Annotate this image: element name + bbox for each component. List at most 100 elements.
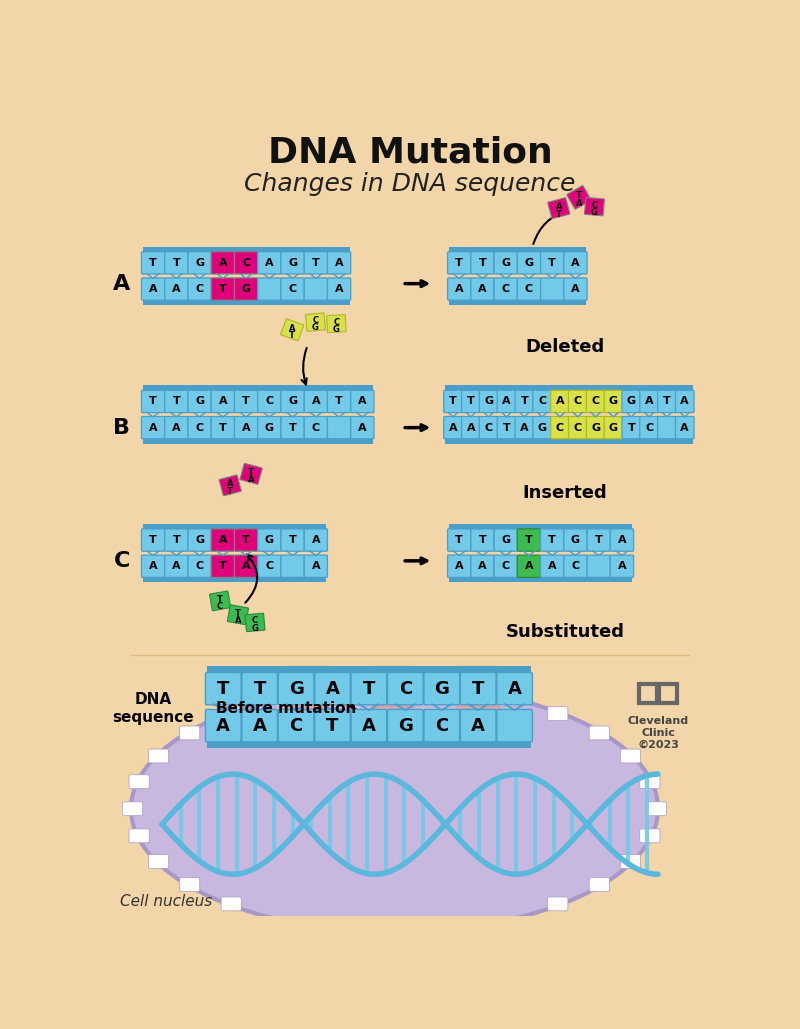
Text: C: C — [591, 396, 600, 406]
Text: T: T — [219, 423, 226, 432]
Text: G: G — [195, 396, 204, 406]
Text: A: A — [548, 561, 557, 571]
Text: C: C — [502, 284, 510, 294]
Text: C: C — [290, 716, 302, 735]
FancyBboxPatch shape — [304, 390, 327, 413]
FancyBboxPatch shape — [304, 555, 327, 577]
Text: G: G — [591, 423, 600, 432]
Text: G: G — [195, 258, 204, 268]
Text: T: T — [478, 258, 486, 268]
Text: T: T — [525, 535, 533, 545]
FancyBboxPatch shape — [211, 390, 234, 413]
FancyBboxPatch shape — [444, 390, 462, 413]
Text: C: C — [525, 284, 533, 294]
Bar — [445, 385, 693, 391]
Text: G: G — [484, 396, 494, 406]
Bar — [142, 524, 326, 530]
FancyBboxPatch shape — [387, 673, 423, 705]
FancyBboxPatch shape — [460, 709, 496, 742]
Text: Deleted: Deleted — [526, 338, 605, 356]
FancyBboxPatch shape — [658, 417, 676, 438]
Text: G: G — [609, 423, 618, 432]
Text: T: T — [663, 396, 670, 406]
FancyBboxPatch shape — [326, 683, 346, 697]
Text: C: C — [289, 284, 297, 294]
FancyBboxPatch shape — [327, 417, 350, 438]
Text: A: A — [242, 561, 250, 571]
Text: T: T — [455, 258, 463, 268]
Text: T: T — [335, 396, 343, 406]
Text: A: A — [311, 535, 320, 545]
Text: A: A — [362, 716, 376, 735]
FancyBboxPatch shape — [234, 278, 258, 300]
Text: C: C — [266, 396, 274, 406]
Text: A: A — [502, 396, 511, 406]
Text: G: G — [501, 535, 510, 545]
Text: A: A — [449, 423, 458, 432]
FancyBboxPatch shape — [350, 417, 374, 438]
FancyBboxPatch shape — [122, 802, 142, 816]
FancyBboxPatch shape — [188, 252, 211, 274]
FancyBboxPatch shape — [586, 390, 605, 413]
Text: A: A — [149, 561, 158, 571]
FancyBboxPatch shape — [548, 198, 570, 218]
Text: C: C — [574, 396, 582, 406]
Text: T: T — [219, 284, 226, 294]
FancyBboxPatch shape — [304, 278, 327, 300]
FancyBboxPatch shape — [219, 475, 242, 496]
Text: G: G — [312, 323, 319, 332]
Text: T: T — [290, 331, 295, 341]
FancyBboxPatch shape — [479, 417, 498, 438]
Text: G: G — [571, 535, 580, 545]
FancyBboxPatch shape — [494, 555, 518, 577]
Text: Substituted: Substituted — [506, 623, 625, 641]
FancyBboxPatch shape — [211, 555, 234, 577]
FancyBboxPatch shape — [142, 529, 165, 552]
FancyBboxPatch shape — [658, 390, 676, 413]
FancyBboxPatch shape — [471, 278, 494, 300]
Text: T: T — [548, 535, 556, 545]
Text: A: A — [571, 284, 580, 294]
Text: A: A — [618, 561, 626, 571]
FancyBboxPatch shape — [210, 591, 230, 611]
FancyBboxPatch shape — [494, 529, 518, 552]
FancyBboxPatch shape — [541, 555, 564, 577]
FancyBboxPatch shape — [675, 390, 694, 413]
FancyBboxPatch shape — [548, 707, 568, 720]
FancyBboxPatch shape — [304, 417, 327, 438]
FancyBboxPatch shape — [165, 417, 188, 438]
FancyBboxPatch shape — [142, 390, 165, 413]
Text: G: G — [288, 258, 297, 268]
FancyBboxPatch shape — [306, 313, 326, 331]
FancyBboxPatch shape — [129, 829, 149, 843]
FancyBboxPatch shape — [278, 709, 314, 742]
Text: A: A — [248, 475, 254, 485]
FancyBboxPatch shape — [424, 673, 459, 705]
FancyBboxPatch shape — [211, 278, 234, 300]
FancyBboxPatch shape — [518, 252, 541, 274]
FancyBboxPatch shape — [471, 555, 494, 577]
Text: T: T — [217, 595, 223, 604]
Ellipse shape — [131, 685, 658, 932]
FancyBboxPatch shape — [327, 252, 350, 274]
Text: G: G — [609, 396, 618, 406]
Bar — [207, 740, 531, 748]
FancyBboxPatch shape — [258, 529, 281, 552]
FancyBboxPatch shape — [258, 278, 281, 300]
Text: G: G — [398, 716, 413, 735]
FancyBboxPatch shape — [221, 707, 242, 720]
FancyBboxPatch shape — [281, 529, 304, 552]
Bar — [445, 437, 693, 443]
Bar — [142, 437, 373, 443]
Text: T: T — [312, 258, 320, 268]
FancyBboxPatch shape — [621, 749, 641, 762]
Text: C: C — [114, 551, 130, 571]
FancyBboxPatch shape — [564, 278, 587, 300]
Text: A: A — [172, 423, 181, 432]
Text: A: A — [525, 561, 534, 571]
FancyBboxPatch shape — [541, 529, 564, 552]
Text: T: T — [150, 535, 157, 545]
FancyBboxPatch shape — [497, 709, 533, 742]
FancyBboxPatch shape — [564, 529, 587, 552]
FancyBboxPatch shape — [564, 555, 587, 577]
